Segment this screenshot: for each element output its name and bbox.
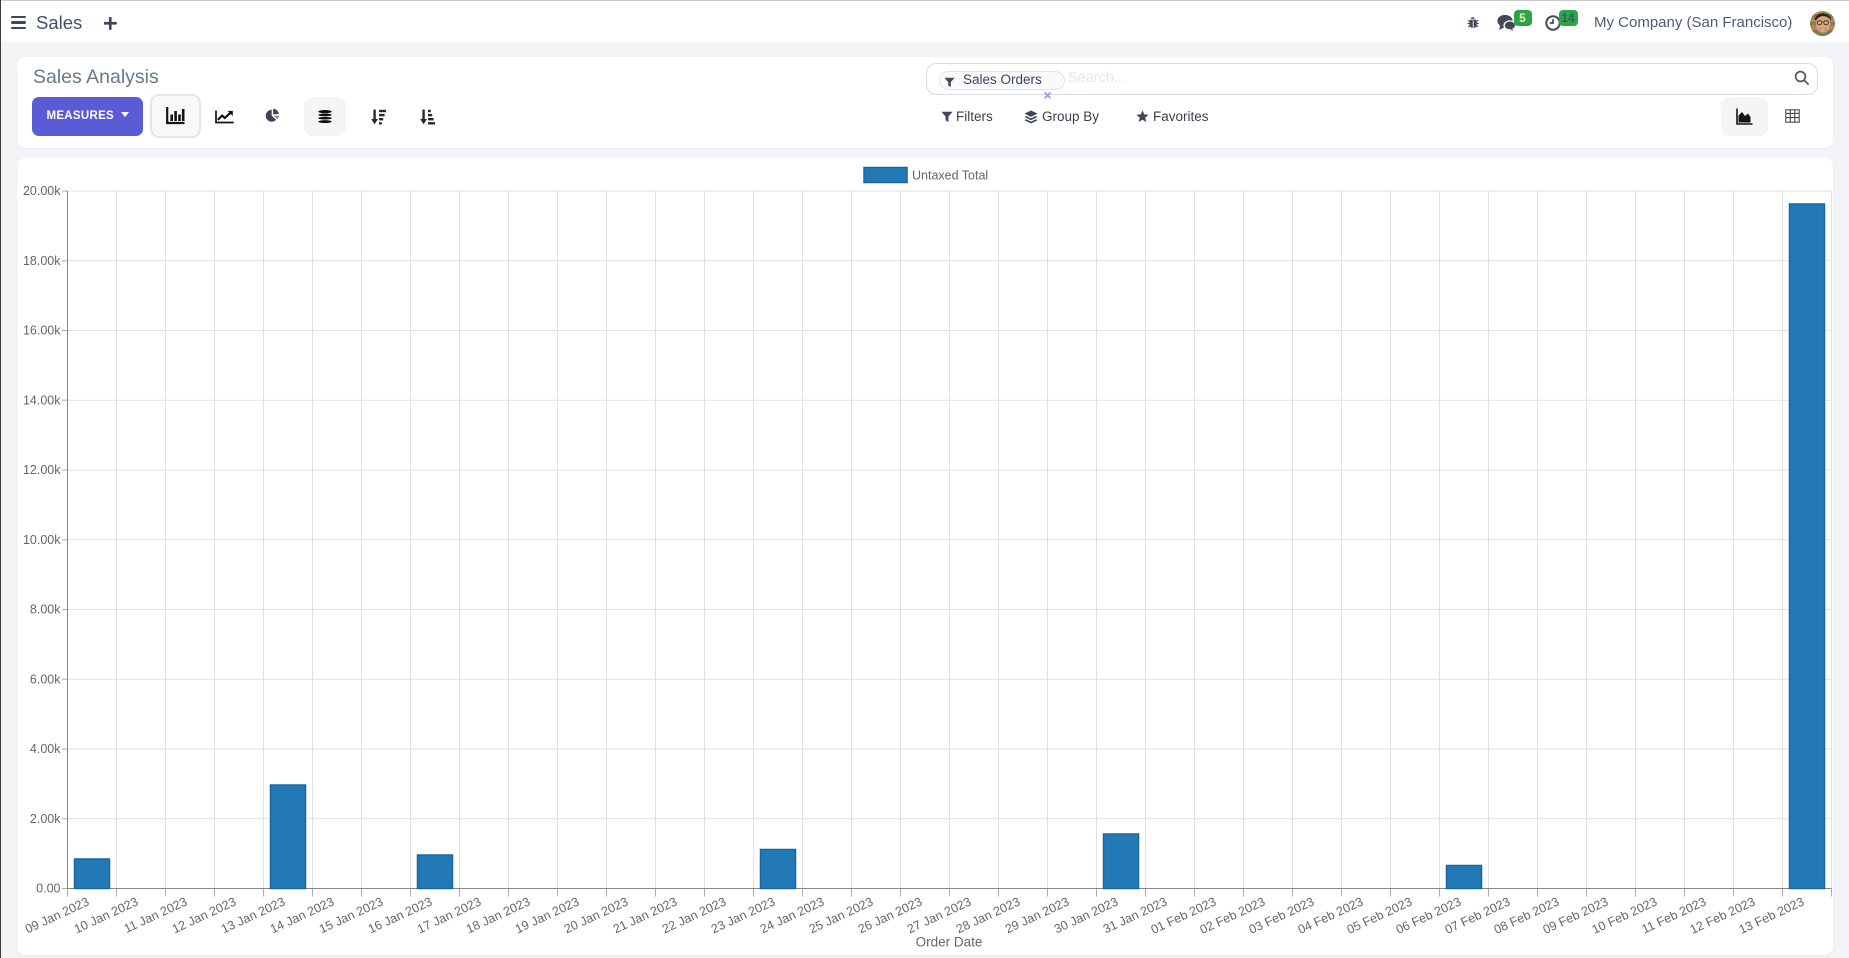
- svg-text:0.00: 0.00: [36, 882, 60, 896]
- svg-text:18.00k: 18.00k: [23, 254, 61, 268]
- svg-text:10.00k: 10.00k: [23, 533, 61, 547]
- svg-text:Untaxed Total: Untaxed Total: [912, 169, 988, 183]
- svg-text:2.00k: 2.00k: [30, 812, 61, 826]
- svg-text:Order Date: Order Date: [916, 935, 983, 950]
- svg-text:6.00k: 6.00k: [30, 673, 61, 687]
- svg-text:16.00k: 16.00k: [23, 324, 61, 338]
- svg-text:8.00k: 8.00k: [30, 603, 61, 617]
- svg-text:12.00k: 12.00k: [23, 463, 61, 477]
- svg-text:14.00k: 14.00k: [23, 393, 61, 407]
- svg-text:4.00k: 4.00k: [30, 742, 61, 756]
- svg-text:20.00k: 20.00k: [23, 184, 61, 198]
